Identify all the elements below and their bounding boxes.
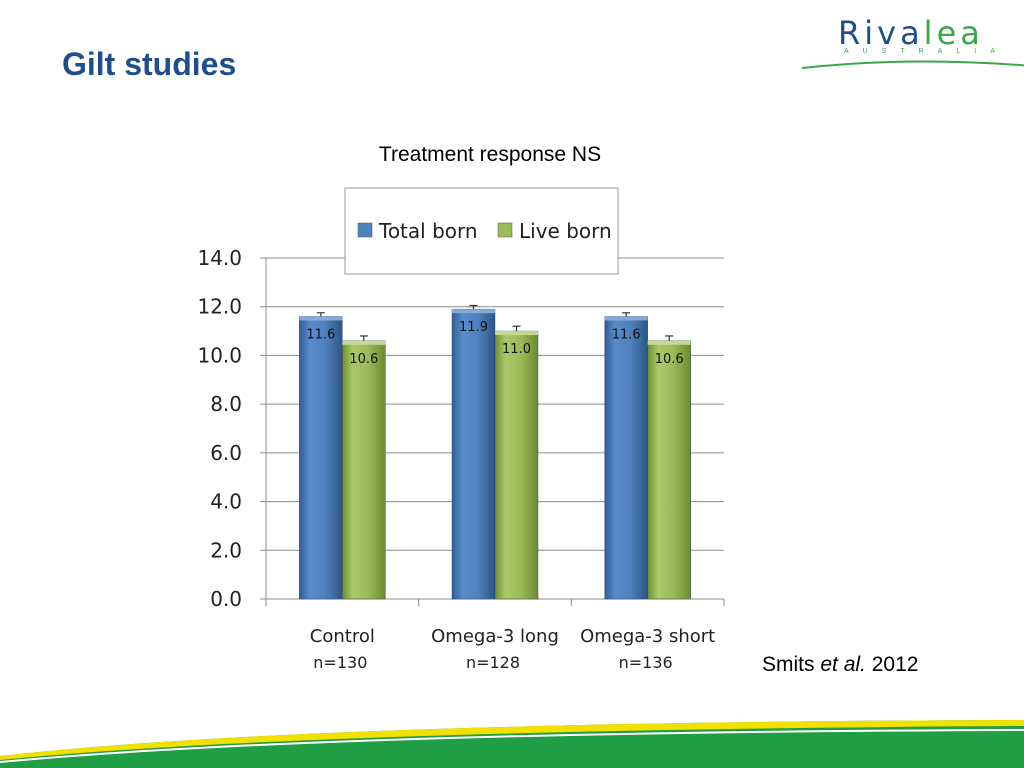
bar-top (452, 309, 495, 314)
y-tick-label: 8.0 (210, 392, 242, 416)
bar-top (299, 316, 343, 321)
bar (451, 308, 496, 600)
chart-title: Treatment response NS (378, 143, 602, 166)
citation-etal: et al. (820, 653, 866, 676)
category-label: Omega-3 short (580, 626, 715, 647)
bar (604, 316, 648, 600)
bar (494, 330, 539, 600)
rivalea-logo: Rivalea AUSTRALIA (800, 14, 1024, 74)
y-tick-label: 0.0 (210, 587, 242, 611)
data-label: 10.6 (655, 352, 684, 367)
data-label: 11.0 (502, 342, 531, 357)
legend-label: Live born (519, 219, 612, 243)
category-sublabel: n=128 (466, 653, 520, 672)
y-tick-label: 2.0 (210, 538, 242, 562)
logo-subtext: AUSTRALIA (844, 48, 1009, 55)
y-tick-label: 10.0 (197, 343, 242, 367)
legend: Total born Live born (344, 187, 619, 275)
citation-author: Smits (762, 653, 815, 676)
bar (647, 340, 691, 600)
logo-word-part1: Riva (838, 14, 924, 52)
data-label: 11.6 (612, 327, 641, 342)
label-layer: 11.6 10.6 Control n=130 11.9 11.0 Omega-3 long… (306, 320, 715, 672)
category-sublabel: n=136 (619, 653, 673, 672)
data-label: 11.9 (459, 320, 488, 335)
bar-top (342, 340, 386, 345)
footer-swoosh (0, 720, 1024, 768)
category-label: Control (310, 626, 375, 647)
bar-top (604, 316, 648, 321)
data-label: 11.6 (306, 327, 335, 342)
y-tick-label: 12.0 (197, 295, 242, 319)
y-tick-label: 4.0 (210, 490, 242, 514)
bar-chart: 0.0 2.0 4.0 6.0 8.0 10.0 12.0 14.0 11.6 10.6 Cont… (197, 187, 725, 672)
bar (299, 316, 343, 600)
legend-swatch (497, 222, 513, 238)
bar-layer (299, 304, 691, 600)
y-tick-label: 6.0 (210, 441, 242, 465)
legend-swatch (357, 222, 373, 238)
citation: Smits et al. 2012 (762, 653, 918, 677)
bar (342, 340, 386, 600)
category-label: Omega-3 long (431, 626, 559, 647)
legend-box (344, 187, 619, 275)
logo-word-part2: lea (923, 14, 984, 52)
logo-swoosh (801, 60, 1024, 69)
legend-label: Total born (378, 219, 478, 243)
bar-top (495, 331, 538, 336)
citation-year: 2012 (871, 653, 919, 676)
slide-title: Gilt studies (62, 46, 237, 82)
bar-top (647, 340, 691, 345)
y-tick-label: 14.0 (197, 246, 242, 270)
category-sublabel: n=130 (313, 653, 367, 672)
logo-wordmark: Rivalea (838, 14, 984, 52)
data-label: 10.6 (349, 352, 378, 367)
